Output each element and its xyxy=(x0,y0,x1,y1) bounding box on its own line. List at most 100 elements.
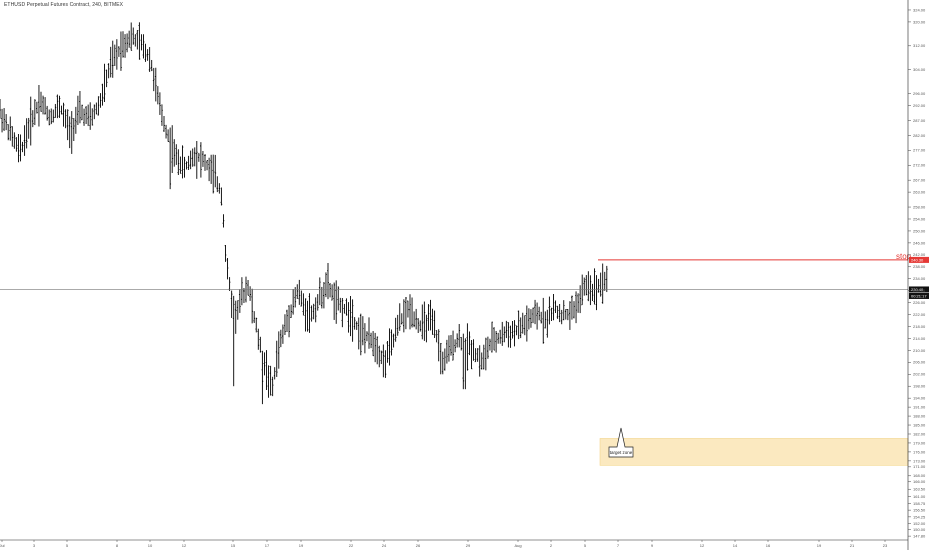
ohlc-bar xyxy=(316,294,319,311)
ohlc-bar xyxy=(323,282,325,309)
ohlc-bar xyxy=(11,126,14,147)
ohlc-bar xyxy=(497,332,500,344)
ohlc-bar xyxy=(511,320,514,339)
time-axis[interactable]: Jul 3 5 8 10 12 15 17 19 22 24 26 29 Aug 2 5 7 9 12 14 16 19 2… xyxy=(0,539,908,548)
ohlc-bar xyxy=(407,300,409,318)
ohlc-bar xyxy=(148,47,151,72)
time-tick-label: 23 xyxy=(883,543,888,548)
ohlc-bar xyxy=(79,90,81,124)
ohlc-bar xyxy=(505,320,508,339)
price-tick-label: 185.00 xyxy=(913,422,926,427)
ohlc-bar xyxy=(91,108,94,126)
ohlc-bar xyxy=(204,154,206,171)
ohlc-bar xyxy=(474,348,477,363)
ohlc-bar xyxy=(493,327,495,351)
target-zone[interactable] xyxy=(599,438,909,466)
ohlc-bar xyxy=(111,40,114,78)
ohlc-bar xyxy=(446,339,448,364)
ohlc-bar xyxy=(349,296,352,337)
ohlc-bar xyxy=(325,272,327,298)
price-tick-label: 250.00 xyxy=(913,228,926,233)
price-tick-label: 152.00 xyxy=(913,521,926,526)
ohlc-bar xyxy=(115,39,118,70)
ohlc-bar xyxy=(314,297,317,323)
ohlc-bar xyxy=(571,295,573,320)
price-tick-label: 210.00 xyxy=(913,348,926,353)
price-tick-label: 198.00 xyxy=(913,384,926,389)
price-tick-label: 191.00 xyxy=(913,405,926,410)
ohlc-bar xyxy=(525,305,528,342)
ohlc-bar xyxy=(220,187,223,206)
ohlc-bar xyxy=(277,331,280,369)
ohlc-bar xyxy=(101,83,104,106)
ohlc-bar xyxy=(222,214,225,228)
price-tick-label: 324.00 xyxy=(913,7,926,12)
ohlc-bar xyxy=(560,309,563,325)
ohlc-bar xyxy=(206,160,208,171)
ohlc-bar xyxy=(249,286,251,301)
current-price-countdown-tag xyxy=(909,292,929,299)
ohlc-bar xyxy=(394,317,397,342)
ohlc-bar xyxy=(70,111,73,154)
ohlc-bar xyxy=(450,335,452,356)
ohlc-bar xyxy=(577,293,579,313)
ohlc-bar xyxy=(476,348,479,362)
ohlc-bar xyxy=(515,325,518,336)
ohlc-bar xyxy=(36,101,38,114)
price-tick-label: 287.00 xyxy=(913,118,926,123)
ohlc-bar xyxy=(1,108,3,133)
ohlc-bar xyxy=(85,106,87,125)
ohlc-bar xyxy=(556,305,559,319)
ohlc-bar xyxy=(405,296,407,330)
ohlc-bar xyxy=(489,338,491,351)
ohlc-bar xyxy=(429,299,432,331)
ohlc-bar xyxy=(89,102,92,130)
price-axis[interactable]: 324.00 320.00 312.00 304.00 296.00 292.00 287.… xyxy=(907,0,926,550)
ohlc-bar xyxy=(548,296,551,325)
ohlc-bar xyxy=(431,308,434,335)
ohlc-bar xyxy=(333,282,336,320)
ohlc-bar xyxy=(437,329,440,362)
ohlc-bar xyxy=(200,142,202,178)
ohlc-bar xyxy=(13,132,16,149)
ohlc-bar xyxy=(122,31,124,58)
ohlc-bar xyxy=(585,275,588,296)
ohlc-bar xyxy=(339,297,342,313)
ohlc-bar xyxy=(38,85,40,127)
ohlc-bar xyxy=(353,317,356,330)
ohlc-bar xyxy=(275,340,278,377)
price-tick-label: 182.00 xyxy=(913,431,926,436)
ohlc-bar xyxy=(329,282,331,298)
stop-price-tag-text: 240.30 xyxy=(911,257,924,262)
price-tick-label: 230.00 xyxy=(913,288,926,293)
time-tick-label: 12 xyxy=(182,543,187,548)
price-tick-label: 304.00 xyxy=(913,67,926,72)
ohlc-bar xyxy=(167,129,169,142)
ohlc-bar xyxy=(230,290,233,318)
ohlc-bar xyxy=(288,305,290,338)
ohlc-bar xyxy=(378,345,381,368)
ohlc-bar xyxy=(144,43,147,62)
ohlc-bar xyxy=(66,109,69,141)
ohlc-bar xyxy=(294,287,297,308)
price-tick-label: 263.00 xyxy=(913,190,926,195)
ohlc-bar xyxy=(509,325,512,348)
time-tick-label: 21 xyxy=(850,543,855,548)
ohlc-bar xyxy=(74,106,77,134)
ohlc-bar xyxy=(152,67,155,92)
ohlc-bar xyxy=(3,108,5,131)
price-tick-label: 296.00 xyxy=(913,91,926,96)
ohlc-bar xyxy=(236,300,239,320)
ohlc-bar xyxy=(603,271,606,291)
target-zone-callout[interactable]: target zone xyxy=(608,427,634,458)
ohlc-bar xyxy=(271,376,274,397)
ohlc-bar xyxy=(601,263,604,304)
ohlc-bar xyxy=(364,323,366,354)
ohlc-bar xyxy=(216,176,219,193)
ohlc-bar xyxy=(257,328,260,350)
time-tick-label: 26 xyxy=(416,543,421,548)
callout-label: target zone xyxy=(610,450,633,455)
ohlc-bar xyxy=(552,294,555,321)
time-tick-label: 24 xyxy=(382,543,387,548)
